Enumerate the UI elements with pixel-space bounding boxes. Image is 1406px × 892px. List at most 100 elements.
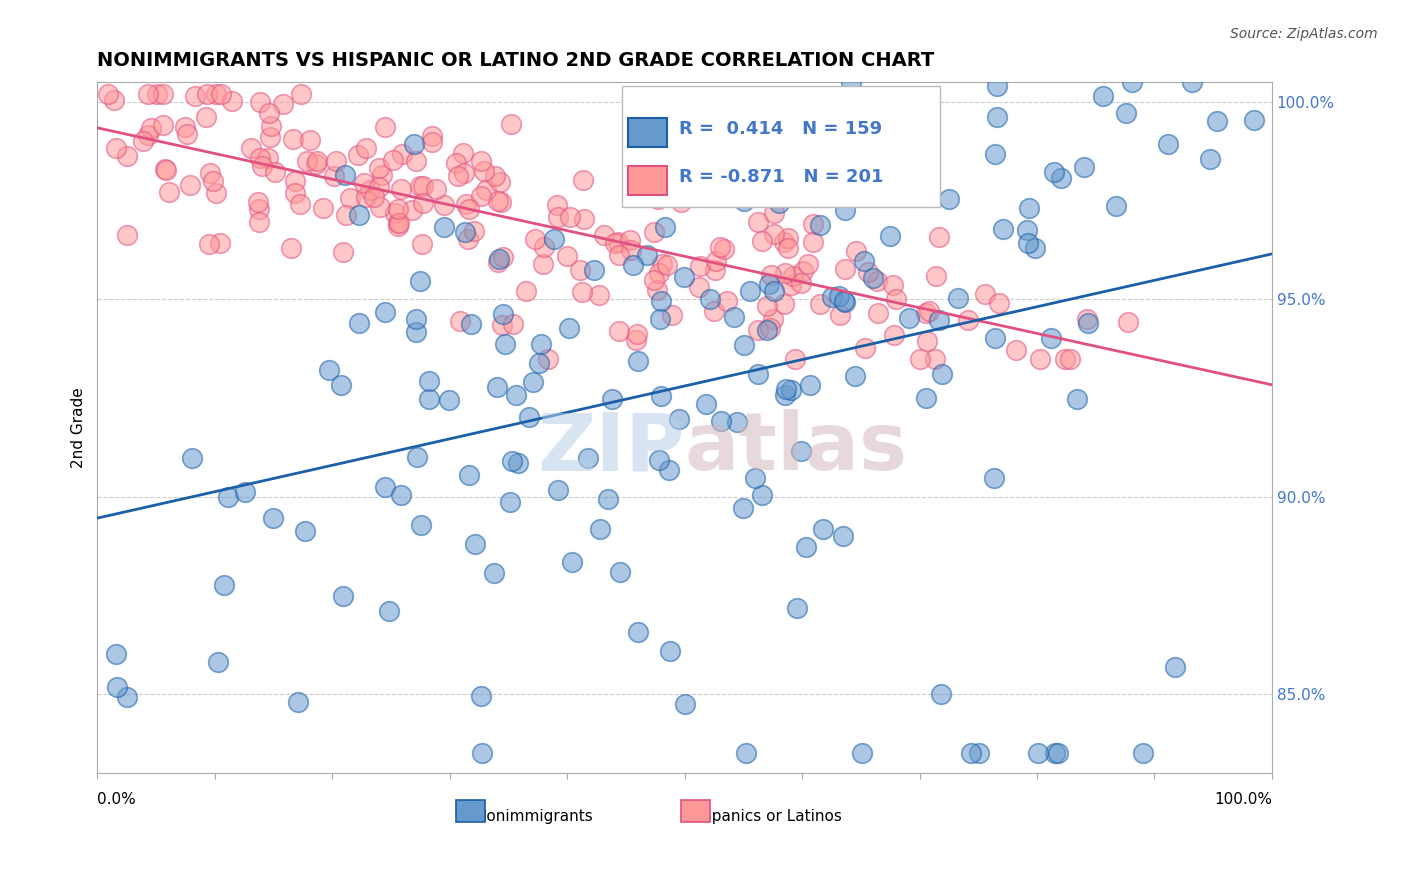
Point [673, 109, 696, 123]
Point [654, 220, 676, 235]
Text: R = -0.871   N = 201: R = -0.871 N = 201 [679, 168, 883, 186]
Point [546, 198, 568, 212]
Point [475, 183, 498, 197]
Point [1181, 75, 1204, 89]
Point [839, 75, 862, 89]
Point [486, 194, 509, 208]
Point [834, 261, 856, 276]
Point [560, 210, 582, 224]
Point [596, 491, 619, 506]
Point [184, 89, 207, 103]
Point [1026, 746, 1049, 760]
Point [1024, 241, 1046, 255]
Point [621, 258, 644, 272]
Point [834, 294, 856, 309]
Point [356, 190, 378, 204]
Point [173, 120, 195, 135]
Point [305, 156, 328, 170]
Point [547, 210, 569, 224]
Point [332, 244, 354, 259]
Point [484, 169, 506, 183]
Point [928, 312, 950, 326]
Point [391, 147, 413, 161]
Point [893, 178, 915, 192]
Point [593, 228, 616, 243]
Point [179, 178, 201, 192]
Point [432, 220, 454, 235]
FancyBboxPatch shape [456, 800, 485, 822]
Point [136, 87, 159, 102]
Point [547, 483, 569, 497]
Point [271, 96, 294, 111]
Point [571, 172, 593, 186]
Point [821, 290, 844, 304]
Point [1017, 235, 1039, 250]
Point [537, 351, 560, 366]
Point [176, 127, 198, 141]
Point [387, 216, 409, 230]
Point [852, 254, 875, 268]
Point [1091, 88, 1114, 103]
Point [491, 318, 513, 332]
Point [460, 317, 482, 331]
Point [1018, 201, 1040, 215]
Point [411, 236, 433, 251]
Point [555, 249, 578, 263]
Point [492, 307, 515, 321]
Point [643, 273, 665, 287]
Point [709, 162, 731, 177]
Point [762, 206, 785, 220]
Point [153, 161, 176, 176]
Point [862, 271, 884, 285]
Point [449, 314, 471, 328]
Point [209, 87, 232, 102]
Point [749, 142, 772, 156]
Point [333, 168, 356, 182]
Point [115, 148, 138, 162]
Point [959, 746, 981, 760]
Point [499, 117, 522, 131]
Point [983, 471, 1005, 485]
Point [799, 377, 821, 392]
Point [1157, 136, 1180, 151]
Point [780, 384, 803, 398]
Point [471, 746, 494, 760]
Point [589, 522, 612, 536]
Point [105, 680, 128, 694]
Point [221, 95, 243, 109]
Point [420, 128, 443, 143]
Point [1054, 351, 1077, 366]
Point [284, 186, 307, 201]
Point [834, 295, 856, 310]
Point [658, 644, 681, 658]
Point [305, 153, 328, 168]
Point [783, 351, 806, 366]
Point [401, 203, 423, 218]
Point [650, 311, 672, 326]
Point [728, 98, 751, 112]
Point [907, 168, 929, 182]
Point [609, 324, 631, 338]
Point [409, 179, 432, 194]
Point [433, 198, 456, 212]
Point [828, 289, 851, 303]
Point [1077, 316, 1099, 330]
Point [747, 367, 769, 381]
Point [929, 687, 952, 701]
Point [796, 257, 818, 271]
Point [515, 284, 537, 298]
Point [1073, 160, 1095, 174]
FancyBboxPatch shape [681, 800, 710, 822]
Point [609, 566, 631, 580]
Point [790, 443, 813, 458]
Point [1040, 331, 1063, 345]
Point [472, 163, 495, 178]
Point [146, 87, 169, 102]
Point [249, 151, 271, 165]
Point [1115, 106, 1137, 120]
Point [866, 274, 889, 288]
Point [938, 192, 960, 206]
Point [453, 166, 475, 180]
Point [201, 174, 224, 188]
Point [212, 578, 235, 592]
